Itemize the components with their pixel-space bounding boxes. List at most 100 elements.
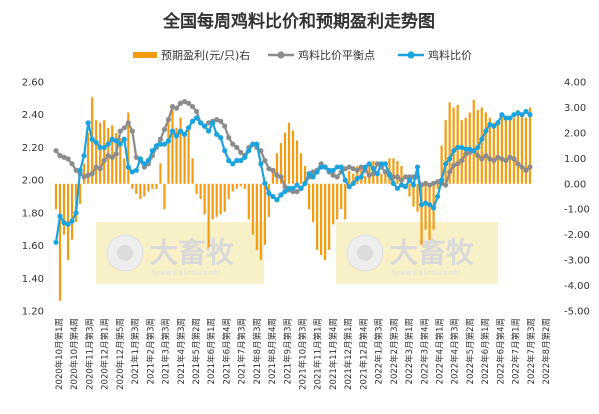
ratio-point	[125, 164, 131, 170]
ratio-point	[202, 123, 208, 129]
ratio-point	[467, 146, 473, 152]
balance-point	[366, 172, 372, 178]
balance-point	[455, 161, 461, 167]
x-tick-label: 2020年11月第3周	[84, 318, 95, 390]
profit-bar	[287, 122, 291, 184]
balance-point	[101, 157, 107, 164]
right-tick-label: 1.00	[564, 154, 586, 165]
profit-bar	[400, 165, 403, 184]
ratio-point	[93, 139, 99, 146]
balance-point	[165, 117, 172, 123]
profit-bar	[239, 183, 242, 187]
ratio-point	[222, 148, 228, 154]
balance-point	[346, 164, 352, 170]
balance-point	[459, 157, 465, 164]
profit-bar	[504, 120, 507, 184]
ratio-point	[246, 148, 252, 154]
profit-bar	[456, 104, 459, 184]
ratio-point	[165, 138, 172, 144]
x-tick-label: 2021年11月第4周	[328, 318, 339, 390]
balance-point	[193, 108, 200, 115]
balance-point	[218, 118, 224, 124]
ratio-point	[378, 161, 384, 167]
ratio-point	[406, 177, 413, 183]
ratio-point	[386, 172, 393, 178]
watermark-text-right: 大畜牧	[390, 236, 475, 269]
profit-bar	[167, 117, 170, 184]
left-tick-label: 2.40	[22, 110, 44, 121]
profit-bar	[412, 183, 415, 207]
profit-bar	[492, 122, 495, 184]
profit-bar	[135, 183, 138, 194]
balance-point	[350, 166, 356, 172]
balance-point	[443, 182, 449, 188]
balance-point	[206, 120, 212, 126]
ratio-point	[298, 185, 304, 191]
ratio-point	[294, 182, 300, 188]
profit-bar	[420, 183, 423, 245]
balance-point	[374, 161, 380, 167]
ratio-point	[527, 112, 533, 118]
balance-point	[117, 128, 123, 134]
profit-bar	[512, 117, 516, 184]
balance-point	[89, 171, 95, 177]
ratio-point	[310, 174, 316, 180]
ratio-point	[77, 167, 83, 173]
profit-bar	[62, 183, 66, 235]
balance-point	[278, 174, 284, 180]
ratio-point	[523, 108, 529, 115]
profit-bar	[303, 165, 307, 184]
profit-bar	[344, 183, 347, 220]
ratio-series	[53, 108, 533, 245]
x-tick-label: 2021年8月第4周	[267, 318, 278, 384]
balance-point	[451, 162, 457, 169]
ratio-point	[382, 161, 388, 167]
watermark-logo-inner-left	[117, 245, 133, 261]
ratio-point	[177, 128, 184, 134]
x-tick-label: 2021年9月第3周	[282, 318, 293, 384]
balance-point	[398, 177, 405, 183]
profit-bar	[215, 183, 218, 217]
profit-bar	[251, 183, 254, 235]
ratio-point	[314, 169, 320, 175]
profit-bar	[87, 132, 90, 184]
balance-point	[523, 167, 529, 173]
ratio-point	[89, 136, 95, 142]
ratio-point	[426, 202, 433, 208]
ratio-point	[145, 157, 151, 164]
ratio-point	[519, 112, 525, 118]
ratio-point	[362, 164, 368, 170]
ratio-point	[487, 121, 493, 128]
balance-point	[491, 157, 497, 164]
balance-point	[515, 161, 521, 167]
ratio-point	[374, 171, 380, 177]
profit-bar	[219, 183, 222, 215]
ratio-point	[121, 136, 127, 142]
profit-bar	[516, 109, 520, 184]
profit-bar	[528, 107, 532, 184]
profit-bar	[283, 132, 287, 184]
ratio-point	[157, 141, 164, 147]
left-tick-label: 2.20	[22, 143, 44, 154]
balance-point	[342, 166, 348, 172]
profit-bar	[119, 137, 122, 184]
balance-point	[483, 153, 489, 159]
balance-point	[53, 148, 59, 154]
profit-bar	[131, 183, 134, 189]
profit-bar	[384, 173, 387, 184]
ratio-point	[455, 144, 461, 151]
balance-point	[177, 100, 184, 106]
right-tick-label: -4.00	[564, 281, 590, 292]
ratio-point	[318, 164, 324, 170]
balance-point	[109, 154, 115, 160]
balance-point	[169, 103, 176, 110]
x-tick-label: 2022年7月第3周	[526, 318, 537, 384]
ratio-point	[435, 193, 441, 200]
profit-bar	[520, 112, 524, 184]
x-tick-label: 2022年8月第2周	[541, 318, 552, 384]
ratio-point	[491, 123, 497, 129]
balance-point	[97, 166, 103, 172]
x-tick-label: 2020年12月第5周	[115, 318, 126, 390]
profit-bar	[255, 183, 258, 250]
profit-bar	[380, 173, 383, 184]
